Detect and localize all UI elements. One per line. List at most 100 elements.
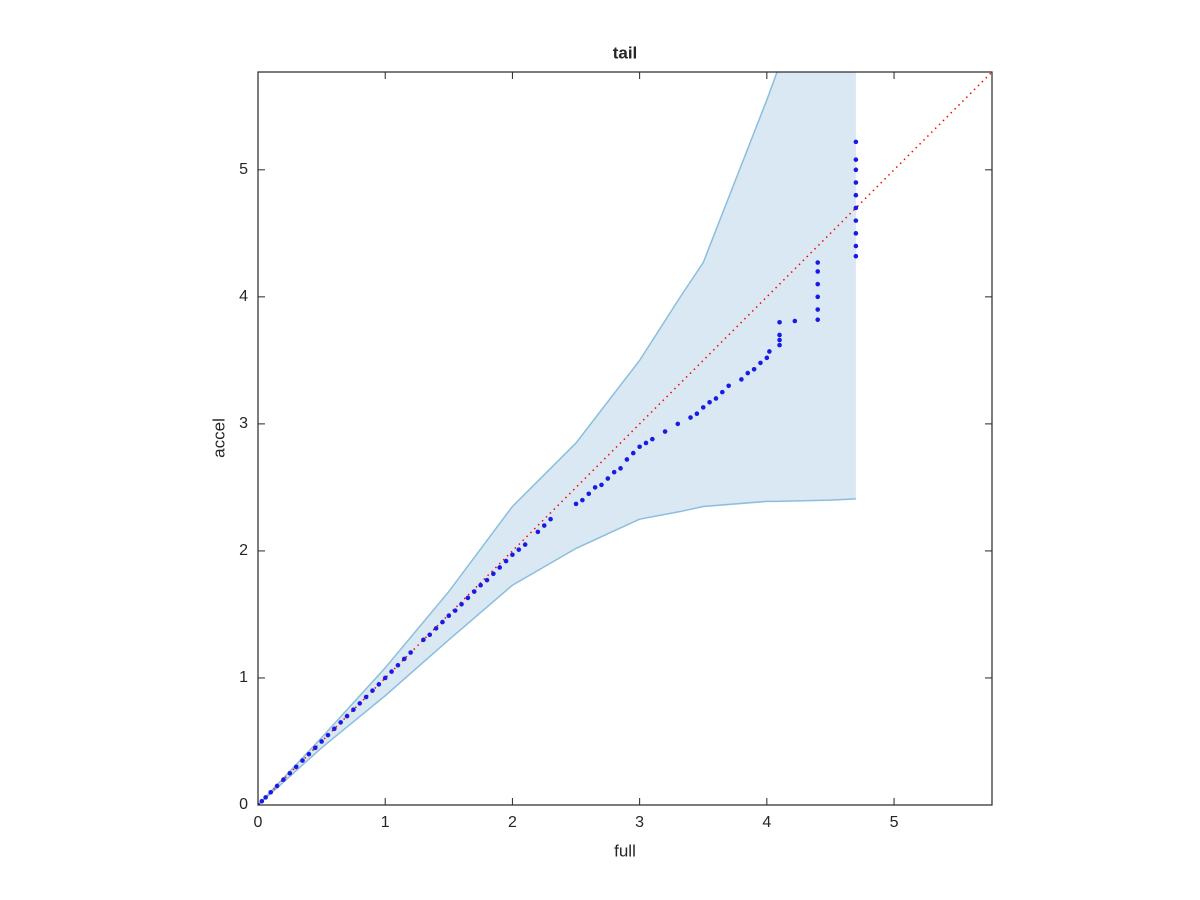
point bbox=[662, 429, 668, 434]
point bbox=[694, 411, 700, 417]
point bbox=[541, 523, 547, 528]
point bbox=[815, 294, 821, 300]
point bbox=[440, 619, 445, 625]
x-tick-label: 2 bbox=[508, 814, 517, 831]
point bbox=[510, 552, 515, 558]
point bbox=[263, 795, 268, 800]
point bbox=[675, 421, 681, 427]
point bbox=[471, 589, 477, 594]
point bbox=[357, 701, 363, 706]
point bbox=[491, 571, 496, 577]
point bbox=[446, 613, 452, 619]
plot-area bbox=[258, 72, 992, 805]
point bbox=[363, 694, 369, 700]
axes-box bbox=[257, 71, 993, 806]
point bbox=[853, 139, 859, 145]
point bbox=[815, 269, 821, 274]
x-axis-label: full bbox=[614, 841, 636, 860]
point bbox=[777, 342, 782, 348]
point bbox=[478, 582, 483, 588]
point bbox=[853, 231, 859, 236]
point bbox=[465, 595, 471, 601]
y-tick-label: 5 bbox=[239, 161, 248, 178]
point bbox=[586, 491, 592, 497]
point bbox=[408, 650, 413, 655]
point bbox=[853, 157, 859, 162]
point bbox=[338, 720, 343, 725]
point bbox=[268, 789, 274, 795]
point bbox=[319, 739, 324, 744]
y-tick-label: 2 bbox=[239, 542, 248, 559]
point bbox=[767, 349, 772, 354]
point bbox=[497, 565, 502, 570]
point bbox=[853, 218, 859, 223]
point bbox=[459, 601, 464, 607]
point bbox=[312, 745, 318, 751]
x-tick-label: 5 bbox=[890, 814, 899, 831]
point bbox=[764, 355, 770, 361]
point bbox=[643, 440, 649, 446]
x-tick-label: 3 bbox=[635, 814, 644, 831]
point bbox=[522, 542, 528, 547]
x-tick-label: 0 bbox=[254, 814, 263, 831]
point bbox=[421, 637, 426, 643]
point bbox=[332, 726, 337, 732]
point bbox=[815, 317, 821, 323]
point bbox=[599, 482, 604, 488]
point bbox=[573, 501, 579, 507]
point bbox=[274, 783, 280, 789]
point bbox=[650, 436, 655, 442]
point bbox=[700, 405, 706, 410]
point bbox=[630, 450, 636, 456]
point bbox=[592, 485, 598, 490]
point bbox=[739, 377, 744, 382]
point bbox=[281, 777, 286, 782]
reference-line bbox=[258, 72, 992, 805]
point bbox=[376, 682, 382, 687]
y-tick-label: 4 bbox=[239, 288, 248, 305]
point bbox=[853, 167, 859, 173]
point bbox=[395, 662, 401, 668]
point bbox=[707, 399, 712, 405]
point bbox=[815, 260, 821, 265]
point bbox=[580, 497, 585, 503]
point bbox=[853, 192, 859, 198]
point bbox=[370, 688, 375, 693]
point bbox=[777, 332, 782, 338]
point bbox=[637, 444, 642, 450]
point bbox=[713, 396, 719, 401]
point bbox=[853, 243, 859, 249]
point bbox=[624, 457, 630, 462]
point bbox=[720, 389, 725, 395]
point bbox=[389, 669, 394, 674]
point bbox=[745, 370, 751, 376]
point bbox=[503, 558, 509, 564]
point bbox=[293, 764, 299, 770]
point bbox=[777, 319, 782, 325]
point bbox=[618, 466, 623, 471]
point bbox=[853, 180, 859, 185]
point bbox=[758, 360, 763, 366]
point bbox=[351, 707, 356, 713]
point bbox=[853, 205, 859, 211]
point bbox=[484, 577, 490, 583]
band-lower bbox=[258, 498, 856, 805]
point bbox=[688, 415, 693, 420]
point bbox=[792, 318, 798, 324]
point bbox=[325, 732, 331, 738]
point bbox=[726, 383, 731, 389]
point bbox=[605, 476, 611, 481]
x-tick-label: 4 bbox=[762, 814, 771, 831]
x-tick-label: 1 bbox=[381, 814, 390, 831]
point bbox=[344, 713, 350, 719]
y-tick-label: 3 bbox=[239, 415, 248, 432]
point bbox=[853, 253, 859, 259]
point bbox=[382, 675, 388, 681]
band-upper bbox=[258, 72, 778, 805]
point bbox=[259, 798, 265, 804]
point bbox=[287, 770, 293, 776]
point bbox=[815, 281, 821, 287]
point bbox=[548, 516, 553, 522]
point bbox=[306, 751, 312, 757]
